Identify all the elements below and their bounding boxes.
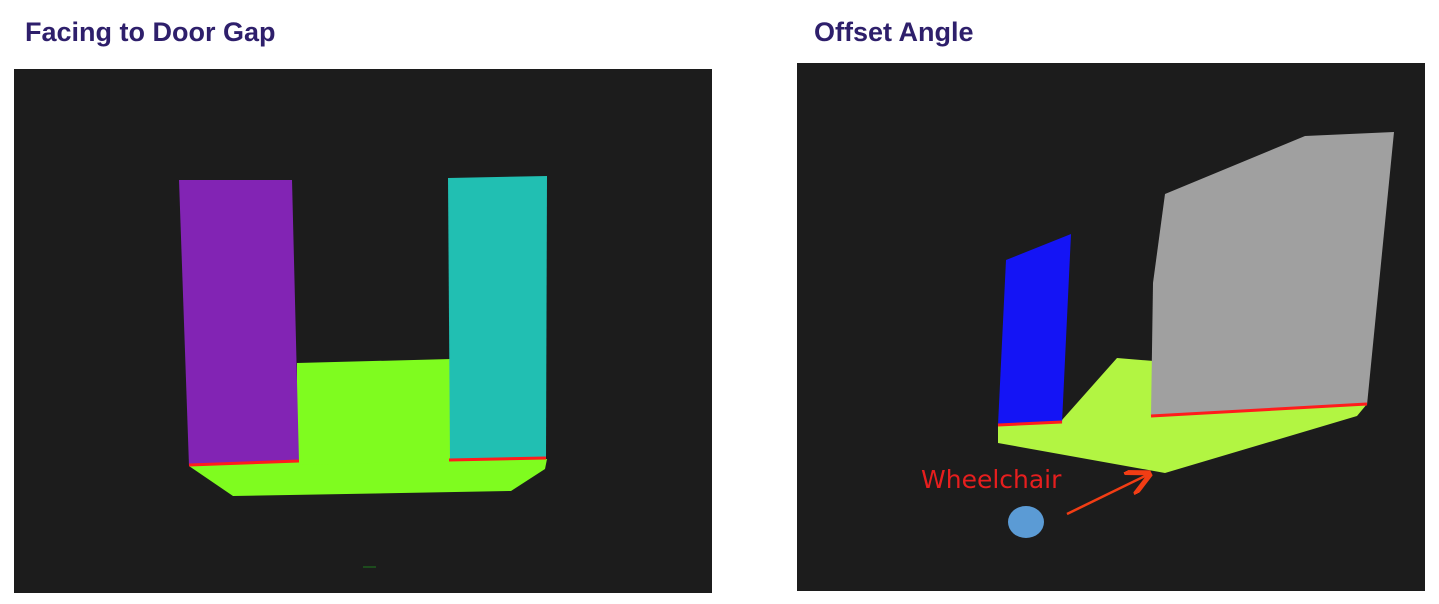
floor-plane-back [297,359,451,465]
panel-title-offset-angle: Offset Angle [814,17,974,47]
edge-blue-wall [997,420,1063,427]
wall-purple [179,180,299,466]
scene-left-canvas [179,176,547,568]
scene-facing-door-gap [14,69,712,593]
panel-title-facing-door-gap: Facing to Door Gap [25,17,276,47]
wall-teal [448,176,547,460]
edge-teal-wall [448,456,547,462]
scene-offset-angle: Wheelchair [797,63,1425,591]
pointer-arrow [1066,475,1147,516]
edge-gray-wall [1150,402,1368,418]
edge-purple-wall [188,459,300,467]
floor-plane [189,459,547,496]
wheelchair-label: Wheelchair [921,465,1062,494]
scene-right-canvas: Wheelchair [921,132,1394,538]
wheelchair-marker-icon [1008,506,1044,538]
wall-gray [1151,132,1394,416]
wall-blue [998,234,1071,425]
